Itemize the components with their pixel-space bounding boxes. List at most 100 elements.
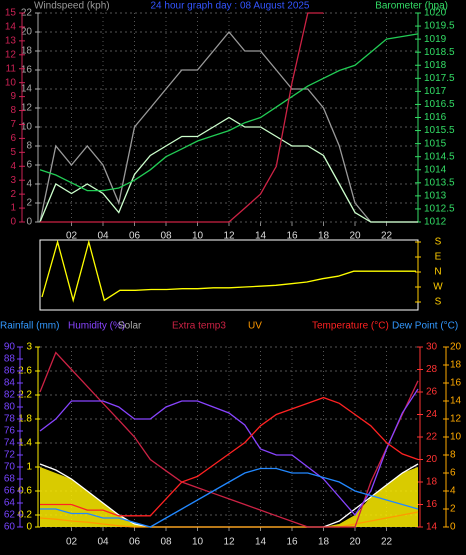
series-line xyxy=(39,116,418,223)
y-tick-label: 20 xyxy=(450,342,462,353)
y-tick-label: 18 xyxy=(450,360,462,371)
y-tick-label: 86 xyxy=(4,366,16,377)
y-tick-label: 7 xyxy=(10,119,16,130)
x-tick-label: 12 xyxy=(223,231,235,242)
y-tick-label: 14 xyxy=(21,84,33,95)
y-tick-label: 78 xyxy=(4,414,16,425)
y-tick-label: 72 xyxy=(4,450,16,461)
y-tick-label: 62 xyxy=(4,510,16,521)
x-tick-label: 20 xyxy=(349,537,361,548)
y-tick-label: 1016 xyxy=(424,112,447,123)
x-tick-label: 18 xyxy=(318,537,330,548)
y-tick-label: 1014 xyxy=(424,164,447,175)
y-tick-label: 4 xyxy=(450,486,456,497)
y-tick-label: 18 xyxy=(21,46,33,57)
y-tick-label: 64 xyxy=(4,498,16,509)
y-tick-label: 0.2 xyxy=(18,510,32,521)
x-tick-label: 20 xyxy=(349,231,361,242)
y-tick-label: 60 xyxy=(4,522,16,533)
x-tick-label: 16 xyxy=(286,231,298,242)
y-tick-label: 1018 xyxy=(424,60,447,71)
series-name: Extra temp3 xyxy=(172,321,226,332)
y-tick-label: 28 xyxy=(426,364,438,375)
x-tick-label: 06 xyxy=(129,537,141,548)
y-tick-label: 1013 xyxy=(424,191,447,202)
y-tick-label: 1012.5 xyxy=(424,204,455,215)
y-tick-label: 12 xyxy=(5,49,17,60)
x-tick-label: 04 xyxy=(97,231,109,242)
series-line xyxy=(40,12,324,223)
y-tick-label: 84 xyxy=(4,378,16,389)
axis-title: Dew Point (°C) xyxy=(392,321,458,332)
y-tick-label: 74 xyxy=(4,438,16,449)
y-tick-label: 13 xyxy=(5,36,17,47)
x-tick-label: 02 xyxy=(66,231,78,242)
y-tick-label: 1.4 xyxy=(18,438,32,449)
y-tick-label: 2 xyxy=(26,198,32,209)
series-name: Solar xyxy=(118,321,142,332)
series-line xyxy=(41,239,416,303)
y-tick-label: 68 xyxy=(4,474,16,485)
y-tick-label: 16 xyxy=(426,499,438,510)
panel-frame xyxy=(39,239,419,311)
series-line xyxy=(39,30,418,223)
x-tick-label: 10 xyxy=(192,231,204,242)
x-tick-label: 12 xyxy=(223,537,235,548)
x-tick-label: 04 xyxy=(97,537,109,548)
x-tick-label: 16 xyxy=(286,537,298,548)
axis-title: Windspeed (kph) xyxy=(34,1,110,12)
axis-title: Barometer (hpa) xyxy=(375,1,448,12)
y-tick-label: 6 xyxy=(26,160,32,171)
y-tick-label: 20 xyxy=(21,27,33,38)
y-tick-label: 10 xyxy=(450,432,462,443)
y-tick-label: 70 xyxy=(4,462,16,473)
y-tick-label: 2.2 xyxy=(18,390,32,401)
y-tick-label: 1.8 xyxy=(18,414,32,425)
y-tick-label: 26 xyxy=(426,387,438,398)
y-tick-label: 20 xyxy=(426,454,438,465)
x-tick-label: 14 xyxy=(255,231,267,242)
y-tick-label: 22 xyxy=(21,8,33,19)
y-tick-label: 82 xyxy=(4,390,16,401)
y-tick-label: 9 xyxy=(10,91,16,102)
y-tick-label: 1013.5 xyxy=(424,177,455,188)
y-tick-label: 2.6 xyxy=(18,366,32,377)
y-tick-label: 66 xyxy=(4,486,16,497)
y-tick-label: W xyxy=(433,282,443,293)
y-tick-label: 2 xyxy=(450,504,456,515)
y-tick-label: 90 xyxy=(4,342,16,353)
y-tick-label: 1017.5 xyxy=(424,73,455,84)
y-tick-label: 4 xyxy=(26,179,32,190)
x-tick-label: 08 xyxy=(160,537,172,548)
y-tick-label: 1020 xyxy=(424,8,447,19)
y-tick-label: 12 xyxy=(21,103,33,114)
y-tick-label: 1018.5 xyxy=(424,47,455,58)
y-tick-label: 1019 xyxy=(424,34,447,45)
y-tick-label: 1 xyxy=(26,462,32,473)
y-tick-label: S xyxy=(435,297,442,308)
y-tick-label: 1012 xyxy=(424,217,447,228)
y-tick-label: 0 xyxy=(450,522,456,533)
y-tick-label: 6 xyxy=(10,133,16,144)
series-line xyxy=(39,511,419,528)
series-line xyxy=(40,396,419,517)
y-tick-label: 8 xyxy=(10,105,16,116)
y-tick-label: 6 xyxy=(450,468,456,479)
axis-title: Temperature (°C) xyxy=(312,321,389,332)
x-tick-label: 14 xyxy=(255,537,267,548)
y-tick-label: 88 xyxy=(4,354,16,365)
y-tick-label: 1017 xyxy=(424,86,447,97)
y-tick-label: 0 xyxy=(10,217,16,228)
y-tick-label: 3 xyxy=(10,175,16,186)
y-tick-label: 14 xyxy=(450,396,462,407)
y-tick-label: 30 xyxy=(426,342,438,353)
y-tick-label: 18 xyxy=(426,477,438,488)
x-tick-label: 10 xyxy=(192,537,204,548)
series-line xyxy=(40,467,419,528)
x-tick-label: 08 xyxy=(160,231,172,242)
y-tick-label: 14 xyxy=(426,522,438,533)
y-tick-label: S xyxy=(435,237,442,248)
x-tick-label: 18 xyxy=(318,231,330,242)
